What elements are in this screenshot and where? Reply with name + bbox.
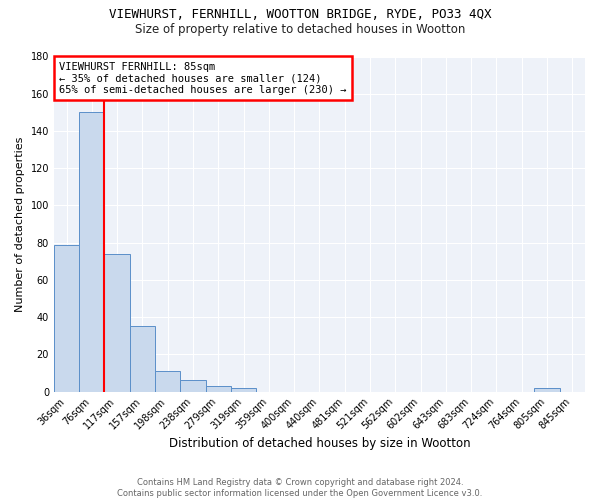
X-axis label: Distribution of detached houses by size in Wootton: Distribution of detached houses by size … [169, 437, 470, 450]
Bar [104, 254, 130, 392]
Bar [535, 388, 560, 392]
Bar [54, 244, 79, 392]
Text: VIEWHURST, FERNHILL, WOOTTON BRIDGE, RYDE, PO33 4QX: VIEWHURST, FERNHILL, WOOTTON BRIDGE, RYD… [109, 8, 491, 20]
Text: VIEWHURST FERNHILL: 85sqm
← 35% of detached houses are smaller (124)
65% of semi: VIEWHURST FERNHILL: 85sqm ← 35% of detac… [59, 62, 347, 94]
Bar [181, 380, 206, 392]
Y-axis label: Number of detached properties: Number of detached properties [15, 136, 25, 312]
Bar [206, 386, 231, 392]
Bar [79, 112, 104, 392]
Text: Contains HM Land Registry data © Crown copyright and database right 2024.
Contai: Contains HM Land Registry data © Crown c… [118, 478, 482, 498]
Bar [130, 326, 155, 392]
Bar [231, 388, 256, 392]
Bar [155, 371, 181, 392]
Text: Size of property relative to detached houses in Wootton: Size of property relative to detached ho… [135, 22, 465, 36]
